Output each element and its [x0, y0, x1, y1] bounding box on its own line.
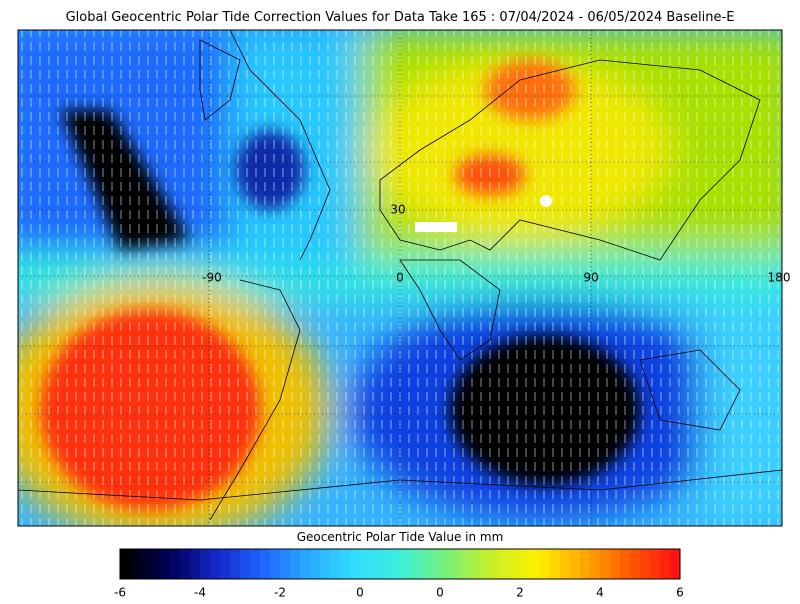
colorbar-swatch — [460, 549, 471, 579]
colorbar-swatch — [180, 549, 191, 579]
colorbar-swatch — [630, 549, 641, 579]
colorbar-frame — [119, 548, 681, 580]
map-title: Global Geocentric Polar Tide Correction … — [66, 10, 735, 25]
colorbar-swatch — [410, 549, 421, 579]
colorbar-tick-label: -4 — [194, 586, 206, 600]
grid-label: 180 — [768, 271, 791, 285]
colorbar-tick-label: -6 — [114, 586, 126, 600]
colorbar-swatch — [320, 549, 331, 579]
colorbar-swatch — [650, 549, 661, 579]
colorbar-swatch — [380, 549, 391, 579]
colorbar-tick-label: 6 — [676, 586, 684, 600]
grid-label: -90 — [202, 271, 222, 285]
colorbar-swatch — [400, 549, 411, 579]
colorbar-swatch — [310, 549, 321, 579]
colorbar-swatch — [440, 549, 451, 579]
colorbar-swatch — [280, 549, 291, 579]
colorbar-swatch — [620, 549, 631, 579]
colorbar-tick-label: 0 — [356, 586, 364, 600]
colorbar-swatch — [640, 549, 651, 579]
colorbar-tick-label: 0 — [436, 586, 444, 600]
colorbar-swatch — [190, 549, 201, 579]
colorbar-swatch — [150, 549, 161, 579]
colorbar-swatch — [370, 549, 381, 579]
colorbar-tick-label: -2 — [274, 586, 286, 600]
map-frame — [17, 29, 783, 527]
colorbar-swatch — [140, 549, 151, 579]
colorbar-swatch — [500, 549, 511, 579]
colorbar-swatch — [250, 549, 261, 579]
colorbar-swatch — [530, 549, 541, 579]
colorbar-swatch — [540, 549, 551, 579]
colorbar-tick-label: 4 — [596, 586, 604, 600]
colorbar-swatch — [230, 549, 241, 579]
colorbar-swatch — [220, 549, 231, 579]
colorbar-swatch — [560, 549, 571, 579]
colorbar-swatch — [210, 549, 221, 579]
colorbar-swatch — [170, 549, 181, 579]
colorbar-swatch — [340, 549, 351, 579]
colorbar-swatch — [450, 549, 461, 579]
colorbar-swatch — [350, 549, 361, 579]
colorbar-title: Geocentric Polar Tide Value in mm — [297, 530, 504, 544]
grid-label: 30 — [390, 203, 405, 217]
colorbar-swatch — [270, 549, 281, 579]
colorbar-swatch — [260, 549, 271, 579]
colorbar-tick-label: 2 — [516, 586, 524, 600]
colorbar: -6 -4 -2 0 0 2 4 6 — [114, 548, 684, 600]
map-field — [18, 30, 782, 526]
colorbar-swatch — [200, 549, 211, 579]
colorbar-swatch — [300, 549, 311, 579]
colorbar-swatch — [570, 549, 581, 579]
grid-label: 0 — [396, 271, 404, 285]
grid-label: 90 — [583, 271, 598, 285]
colorbar-swatch — [480, 549, 491, 579]
colorbar-swatch — [580, 549, 591, 579]
colorbar-swatch — [390, 549, 401, 579]
colorbar-swatch — [610, 549, 621, 579]
colorbar-swatch — [290, 549, 301, 579]
colorbar-swatch — [590, 549, 601, 579]
colorbar-swatch — [470, 549, 481, 579]
colorbar-swatch — [600, 549, 611, 579]
colorbar-swatch — [660, 549, 671, 579]
colorbar-swatch — [330, 549, 341, 579]
colorbar-swatch — [360, 549, 371, 579]
colorbar-swatch — [670, 549, 681, 579]
colorbar-swatch — [130, 549, 141, 579]
colorbar-swatch — [520, 549, 531, 579]
colorbar-swatch — [430, 549, 441, 579]
colorbar-swatch — [240, 549, 251, 579]
colorbar-swatch — [510, 549, 521, 579]
colorbar-swatch — [420, 549, 431, 579]
colorbar-swatch — [490, 549, 501, 579]
colorbar-swatch — [160, 549, 171, 579]
colorbar-swatch — [120, 549, 131, 579]
colorbar-swatch — [550, 549, 561, 579]
